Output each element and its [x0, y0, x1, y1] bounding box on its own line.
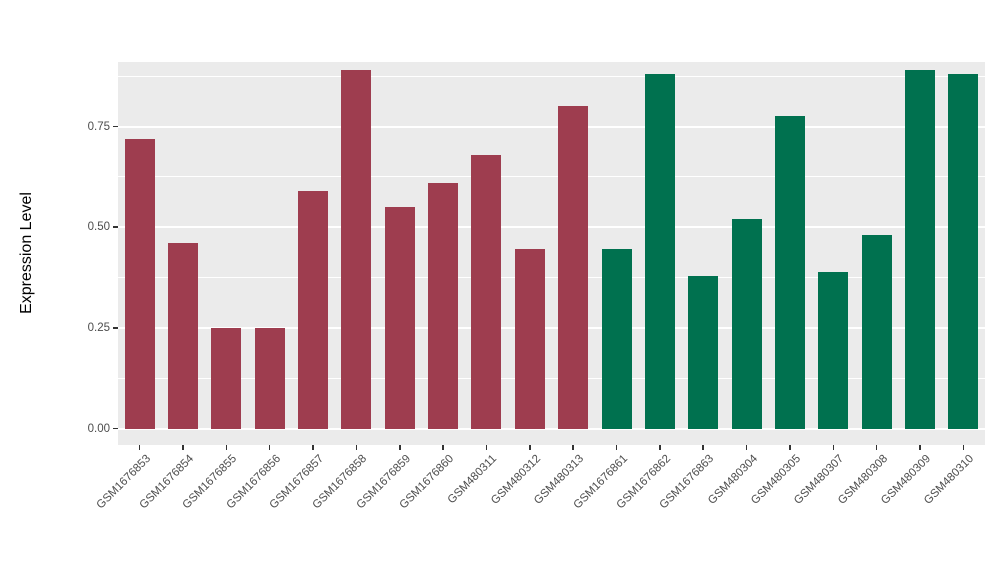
x-tick-mark	[572, 445, 574, 450]
bar-GSM480308	[861, 235, 892, 429]
bar-GSM1676853	[124, 138, 155, 429]
minor-gridline	[118, 277, 985, 279]
x-tick-mark	[919, 445, 921, 450]
major-gridline	[118, 125, 985, 128]
x-tick-mark	[399, 445, 401, 450]
bar-GSM1676861	[601, 249, 632, 429]
major-gridline	[118, 327, 985, 330]
y-tick-label: 0.25	[87, 322, 110, 335]
major-gridline	[118, 427, 985, 430]
bar-GSM480305	[774, 116, 805, 429]
plot-panel	[118, 62, 985, 445]
bar-GSM480309	[904, 70, 935, 429]
bar-GSM1676859	[384, 207, 415, 429]
bar-GSM480312	[514, 249, 545, 429]
bar-GSM1676860	[428, 182, 459, 429]
y-tick-label: 0.75	[87, 120, 110, 133]
x-tick-mark	[615, 445, 618, 450]
minor-gridline	[118, 377, 985, 379]
bar-GSM480304	[731, 219, 762, 429]
x-tick-mark	[745, 445, 748, 450]
x-tick-mark	[225, 445, 228, 450]
bar-GSM480311	[471, 154, 502, 429]
x-tick-mark	[659, 445, 661, 450]
x-tick-label: GSM480310	[922, 452, 977, 507]
bar-GSM1676858	[341, 70, 372, 429]
x-tick-mark	[268, 445, 271, 450]
bar-GSM1676857	[298, 191, 329, 429]
x-tick-mark	[485, 445, 488, 450]
bar-GSM480307	[818, 271, 849, 429]
major-gridline	[118, 226, 985, 229]
x-tick-mark	[702, 445, 704, 450]
x-tick-mark	[875, 445, 878, 450]
y-tick-mark	[113, 226, 118, 228]
x-tick-mark	[529, 445, 531, 450]
x-tick-mark	[962, 445, 965, 450]
y-tick-mark	[113, 125, 118, 127]
y-tick-mark	[113, 427, 118, 430]
y-tick-label: 0.50	[87, 221, 110, 234]
bar-GSM1676862	[644, 74, 675, 429]
minor-gridline	[118, 75, 985, 77]
x-tick-mark	[789, 445, 791, 450]
bar-GSM1676856	[254, 328, 285, 429]
x-tick-mark	[182, 445, 184, 450]
x-tick-mark	[312, 445, 314, 450]
y-tick-label: 0.00	[87, 422, 110, 435]
bar-GSM480310	[948, 74, 979, 429]
bar-GSM480313	[558, 106, 589, 429]
y-tick-mark	[113, 327, 118, 329]
x-tick-mark	[138, 445, 141, 450]
minor-gridline	[118, 176, 985, 178]
y-axis-title: Expression Level	[18, 192, 35, 314]
x-tick-mark	[355, 445, 358, 450]
x-tick-mark	[442, 445, 444, 450]
bar-GSM1676854	[168, 243, 199, 429]
x-tick-mark	[832, 445, 835, 450]
bar-GSM1676855	[211, 328, 242, 429]
bar-GSM1676863	[688, 275, 719, 429]
